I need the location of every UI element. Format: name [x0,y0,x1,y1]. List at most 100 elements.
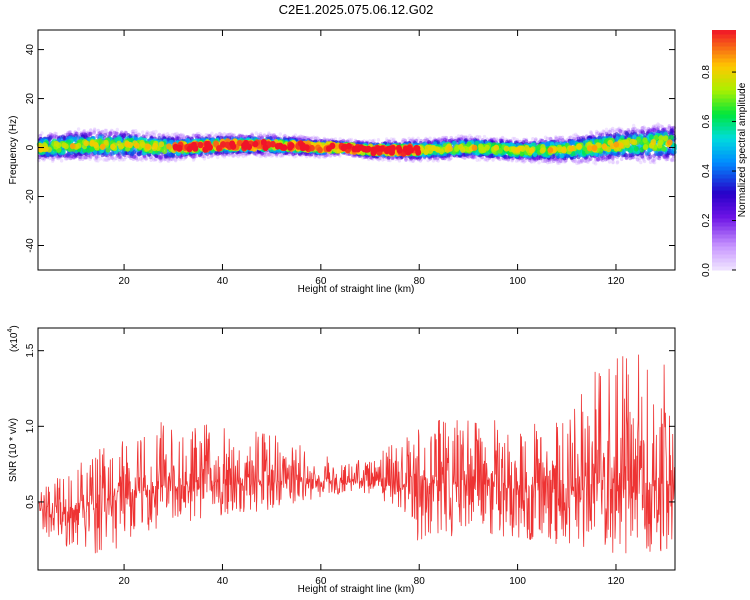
heatmap-cell [520,158,525,163]
heatmap-cell [629,138,636,145]
heatmap-cell [559,153,564,159]
heatmap-cell [222,132,227,137]
heatmap-cell [594,161,598,166]
heatmap-cell [586,160,590,164]
heatmap-cell [114,130,119,135]
heatmap-cell [241,154,246,159]
heatmap-cell [653,123,658,128]
colorbar-step [712,162,736,167]
colorbar-step [712,138,736,143]
heatmap-cell [523,159,527,164]
heatmap-cell [396,147,403,154]
heatmap-cell [212,134,216,139]
snr-panel: 20 40 60 80 100 120 0.51.01.5 Height of strai… [7,325,676,595]
heatmap-cell [652,127,657,132]
heatmap-cell [460,146,466,153]
heatmap-cell [118,143,124,150]
heatmap-cell [618,129,623,134]
colorbar-step [712,130,736,135]
heatmap-cell [667,125,671,130]
heatmap-cell [217,132,222,136]
heatmap-cell [444,135,449,140]
heatmap-cell [611,157,615,161]
x-tick-label: 100 [509,576,526,587]
heatmap-cell [303,144,310,151]
colorbar-step [712,158,736,163]
heatmap-cell [635,129,640,134]
heatmap-cell [390,145,396,152]
heatmap-cell [558,135,562,140]
snr-multiplier-base: (x10 [9,332,20,352]
heatmap-cell [181,157,186,162]
heatmap-cell [174,158,178,163]
heatmap-cell [238,152,242,157]
colorbar-step [712,198,736,203]
heatmap-cell [237,133,242,138]
heatmap-cell [135,158,139,162]
heatmap-cell [258,154,262,159]
colorbar-label: Normalized spectral amplitude [737,82,748,217]
heatmap-cell [38,133,43,138]
heatmap-cell [38,134,42,138]
heatmap-cell [640,126,645,130]
heatmap-cell [256,133,261,137]
colorbar-step [712,86,736,91]
heatmap-cell [614,128,618,133]
heatmap-cell [338,153,342,158]
heatmap-cell [222,154,227,159]
heatmap-cell [491,158,495,162]
heatmap-cell [431,158,436,163]
heatmap-cell [176,133,180,138]
snr-multiplier: (x104) [7,325,20,352]
heatmap-cell [326,153,330,158]
heatmap-cell [557,136,562,141]
heatmap-cell [558,159,563,163]
heatmap-cell [381,157,385,162]
heatmap-cell [165,132,170,136]
heatmap-cell [107,156,111,161]
heatmap-cell [267,152,271,157]
heatmap-cell [656,122,660,127]
heatmap-cell [478,135,482,140]
heatmap-cell [411,159,415,163]
heatmap-cell [607,159,612,164]
heatmap-cell [617,126,621,131]
heatmap-cell [651,126,655,131]
heatmap-cell [42,158,46,162]
heatmap-cell [461,136,465,141]
heatmap-cell [192,156,196,161]
heatmap-cell [556,158,560,163]
colorbar-step [712,38,736,43]
heatmap-cell [600,158,605,163]
heatmap-cell [142,154,146,159]
heatmap-cell [377,157,381,162]
heatmap-cell [162,132,166,137]
heatmap-cell [559,158,563,163]
heatmap-cell [82,129,87,133]
heatmap-cell [665,157,670,161]
heatmap-cell [510,158,514,163]
colorbar-step [712,246,736,251]
heatmap-cell [141,130,145,135]
chart-title: C2E1.2025.075.06.12.G02 [279,2,434,17]
heatmap-cell [175,131,179,136]
colorbar-step [712,126,736,131]
heatmap-cell [145,156,149,161]
heatmap-cell [448,157,452,162]
heatmap-cell [619,130,623,134]
heatmap-cell [617,128,622,133]
heatmap-cell [615,160,619,165]
heatmap-cell [642,159,647,164]
heatmap-cell [651,160,656,165]
heatmap-cell [267,131,271,136]
heatmap-cell [296,135,301,140]
heatmap-cell [143,156,148,161]
heatmap-cell [110,129,115,134]
heatmap-cell [84,155,89,160]
heatmap-cell [650,139,657,146]
heatmap-cell [575,161,579,166]
colorbar-step [712,102,736,107]
snr-series-line [38,354,675,554]
colorbar-step [712,98,736,103]
